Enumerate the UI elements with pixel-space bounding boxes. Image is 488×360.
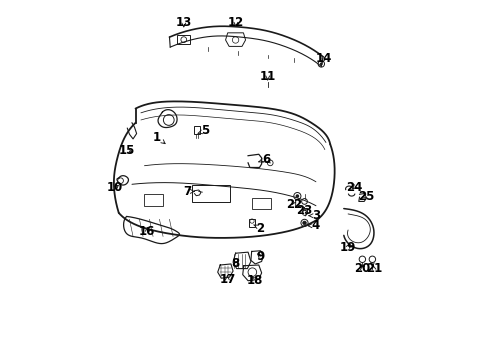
Text: 24: 24 <box>346 181 362 194</box>
Text: 17: 17 <box>219 273 235 286</box>
Text: 1: 1 <box>153 131 165 144</box>
Text: 6: 6 <box>258 153 269 166</box>
Text: 2: 2 <box>253 222 264 235</box>
Text: 23: 23 <box>296 204 312 217</box>
Text: 20: 20 <box>353 262 370 275</box>
Text: 16: 16 <box>139 225 155 238</box>
Text: 22: 22 <box>286 198 302 211</box>
Text: 4: 4 <box>307 219 320 232</box>
Text: 14: 14 <box>315 52 331 65</box>
Text: 9: 9 <box>256 250 264 263</box>
Text: 19: 19 <box>339 240 356 254</box>
Text: 11: 11 <box>259 70 275 83</box>
Text: 25: 25 <box>357 190 373 203</box>
Text: 8: 8 <box>231 257 239 270</box>
Text: 18: 18 <box>246 274 263 287</box>
Text: 3: 3 <box>308 209 319 222</box>
Text: 13: 13 <box>175 16 191 29</box>
Circle shape <box>295 194 299 198</box>
Circle shape <box>319 63 322 65</box>
Text: 5: 5 <box>198 124 209 137</box>
Text: 15: 15 <box>118 144 135 157</box>
Text: 10: 10 <box>107 181 123 194</box>
Text: 12: 12 <box>227 16 244 29</box>
Text: 21: 21 <box>365 262 381 275</box>
Text: 7: 7 <box>183 185 194 198</box>
Circle shape <box>302 221 305 225</box>
